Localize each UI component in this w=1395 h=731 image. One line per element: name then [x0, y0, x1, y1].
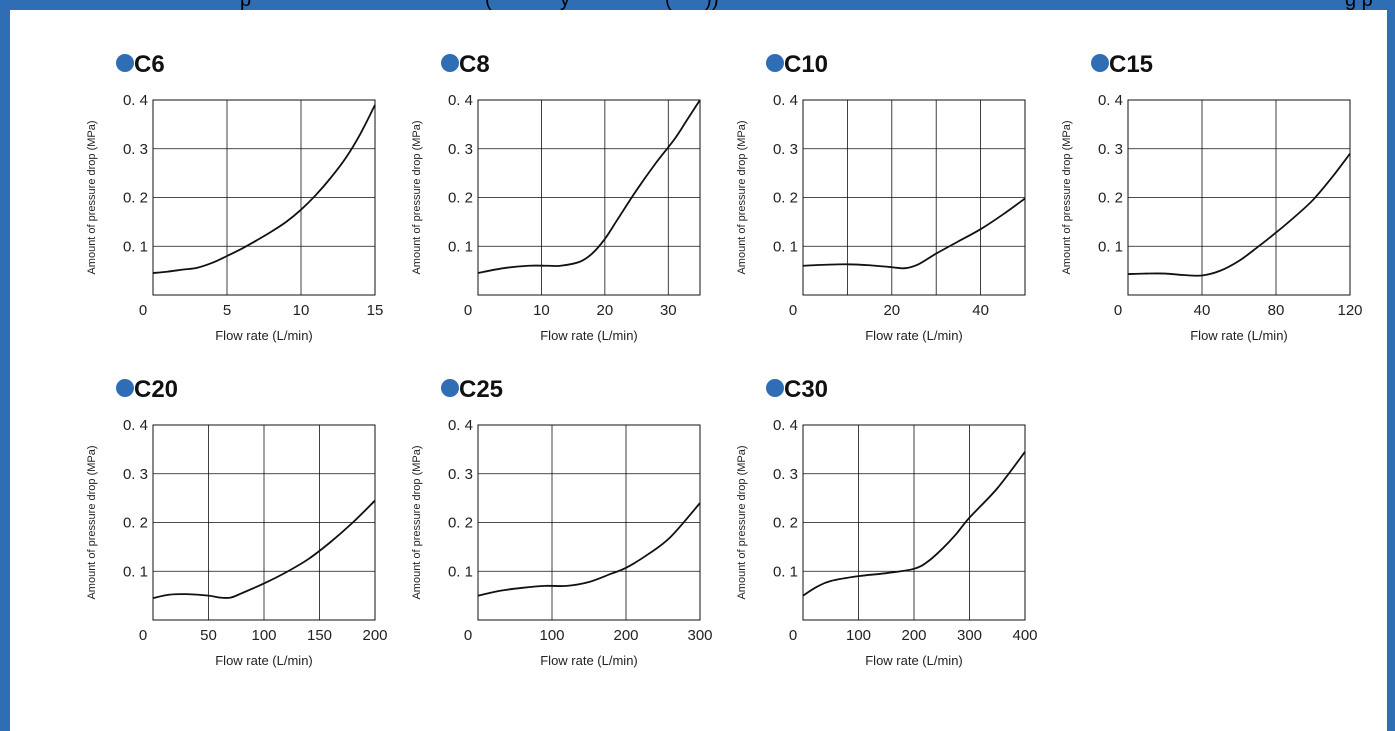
title-bullet-icon	[766, 54, 784, 72]
y-tick-label: 0. 2	[448, 515, 473, 532]
x-tick-label: 150	[307, 627, 332, 644]
x-axis-label: Flow rate (L/min)	[865, 653, 963, 668]
y-tick-label: 0. 1	[448, 238, 473, 255]
y-tick-label: 0. 4	[123, 92, 148, 109]
pressure-drop-curve	[153, 105, 375, 273]
y-tick-label: 0. 1	[448, 563, 473, 580]
chart-c25: C25 0. 1 0. 2 0. 3 0. 4 0 100 200 300 Flow rate (…	[411, 376, 713, 668]
y-tick-label: 0. 2	[448, 190, 473, 207]
y-tick-label: 0. 2	[123, 515, 148, 532]
x-axis-label: Flow rate (L/min)	[540, 328, 638, 343]
x-tick-label: 20	[883, 302, 900, 319]
y-tick-label: 0. 3	[773, 466, 798, 483]
x-axis-label: Flow rate (L/min)	[215, 328, 313, 343]
y-axis-label: Amount of pressure drop (MPa)	[411, 445, 423, 599]
x-axis-label: Flow rate (L/min)	[1190, 328, 1288, 343]
chart-title: C25	[459, 376, 503, 403]
x-tick-label: 100	[251, 627, 276, 644]
y-tick-label: 0. 3	[1098, 141, 1123, 158]
x-tick-label: 30	[660, 302, 677, 319]
y-tick-label: 0. 2	[773, 515, 798, 532]
title-bullet-icon	[766, 379, 784, 397]
y-axis-label: Amount of pressure drop (MPa)	[411, 120, 423, 274]
x-tick-label: 100	[846, 627, 871, 644]
y-axis-label: Amount of pressure drop (MPa)	[736, 120, 748, 274]
chart-c15: C15 0. 1 0. 2 0. 3 0. 4 0 40 80 120 Flow rate (L/…	[1061, 51, 1363, 343]
chart-c30: C30 0. 1 0. 2 0. 3 0. 4 0 100 200 300 400 Flow rat…	[736, 376, 1038, 668]
x-tick-label: 0	[789, 302, 797, 319]
y-tick-label: 0. 1	[123, 238, 148, 255]
title-bullet-icon	[1091, 54, 1109, 72]
pressure-drop-curve	[478, 503, 700, 596]
pressure-drop-curve	[478, 100, 700, 273]
x-tick-label: 10	[293, 302, 310, 319]
x-tick-label: 0	[1114, 302, 1122, 319]
y-tick-label: 0. 1	[123, 563, 148, 580]
y-tick-label: 0. 1	[773, 238, 798, 255]
x-tick-label: 0	[464, 627, 472, 644]
pressure-drop-curve	[803, 198, 1025, 268]
x-tick-label: 0	[789, 627, 797, 644]
chart-title: C20	[134, 376, 178, 403]
chart-title: C6	[134, 51, 165, 78]
title-bullet-icon	[441, 54, 459, 72]
chart-title: C8	[459, 51, 490, 78]
x-tick-label: 50	[200, 627, 217, 644]
y-tick-label: 0. 4	[773, 417, 798, 434]
chart-c8: C8 0. 1 0. 2 0. 3 0. 4 0 10 20 30 Flow rate (L/mi…	[411, 51, 700, 343]
y-tick-label: 0. 3	[448, 466, 473, 483]
x-tick-label: 200	[613, 627, 638, 644]
x-axis-label: Flow rate (L/min)	[540, 653, 638, 668]
x-tick-label: 300	[957, 627, 982, 644]
chart-c10: C10 0. 1 0. 2 0. 3 0. 4 0 20 40 Flow rate (L/min…	[736, 51, 1025, 343]
y-tick-label: 0. 3	[123, 466, 148, 483]
x-axis-label: Flow rate (L/min)	[865, 328, 963, 343]
chart-title: C15	[1109, 51, 1153, 78]
y-tick-label: 0. 1	[773, 563, 798, 580]
x-tick-label: 200	[901, 627, 926, 644]
y-axis-label: Amount of pressure drop (MPa)	[1061, 120, 1073, 274]
x-tick-label: 0	[139, 627, 147, 644]
x-tick-label: 400	[1012, 627, 1037, 644]
x-tick-label: 40	[1194, 302, 1211, 319]
chart-c20: C20 0. 1 0. 2 0. 3 0. 4 0 50 100 150 200 Flow rate…	[86, 376, 388, 668]
x-axis-label: Flow rate (L/min)	[215, 653, 313, 668]
x-tick-label: 10	[533, 302, 550, 319]
title-bullet-icon	[116, 54, 134, 72]
chart-title: C10	[784, 51, 828, 78]
x-tick-label: 300	[687, 627, 712, 644]
y-axis-label: Amount of pressure drop (MPa)	[86, 120, 98, 274]
x-tick-label: 100	[539, 627, 564, 644]
title-bullet-icon	[116, 379, 134, 397]
x-tick-label: 40	[972, 302, 989, 319]
y-tick-label: 0. 4	[773, 92, 798, 109]
y-tick-label: 0. 3	[773, 141, 798, 158]
x-tick-label: 0	[139, 302, 147, 319]
x-tick-label: 120	[1337, 302, 1362, 319]
y-tick-label: 0. 4	[448, 417, 473, 434]
y-tick-label: 0. 3	[448, 141, 473, 158]
x-tick-label: 5	[223, 302, 231, 319]
y-axis-label: Amount of pressure drop (MPa)	[736, 445, 748, 599]
x-tick-label: 80	[1268, 302, 1285, 319]
x-tick-label: 200	[362, 627, 387, 644]
y-tick-label: 0. 2	[1098, 190, 1123, 207]
chart-c6: C6 0. 1 0. 2 0. 3 0. 4 0 5 10 15 Flow rate (L/min…	[86, 51, 383, 343]
x-tick-label: 15	[367, 302, 384, 319]
title-bullet-icon	[441, 379, 459, 397]
y-tick-label: 0. 4	[123, 417, 148, 434]
x-tick-label: 0	[464, 302, 472, 319]
pressure-drop-curve	[1128, 154, 1350, 276]
chart-title: C30	[784, 376, 828, 403]
y-tick-label: 0. 1	[1098, 238, 1123, 255]
y-tick-label: 0. 2	[773, 190, 798, 207]
y-tick-label: 0. 3	[123, 141, 148, 158]
x-tick-label: 20	[597, 302, 614, 319]
y-tick-label: 0. 4	[1098, 92, 1123, 109]
y-axis-label: Amount of pressure drop (MPa)	[86, 445, 98, 599]
y-tick-label: 0. 4	[448, 92, 473, 109]
y-tick-label: 0. 2	[123, 190, 148, 207]
